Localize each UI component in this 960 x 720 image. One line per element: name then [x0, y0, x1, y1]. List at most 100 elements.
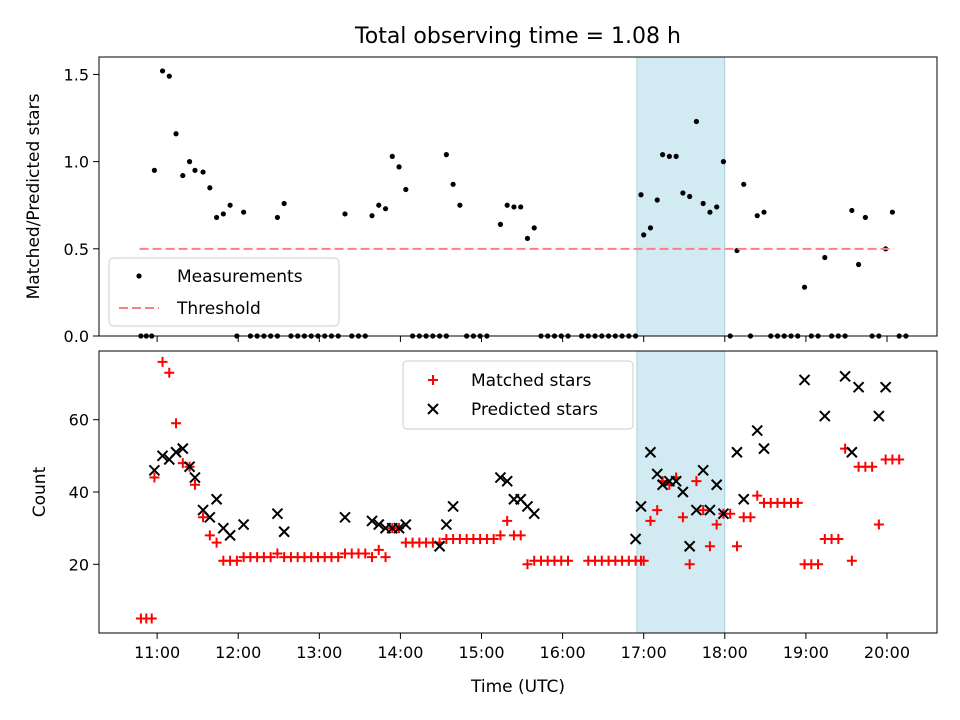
measurement-point [166, 73, 172, 79]
measurement-point [531, 225, 537, 231]
measurement-point [457, 202, 463, 208]
matched-star-point [522, 559, 533, 570]
y-tick-label: 60 [69, 411, 89, 430]
predicted-star-point [177, 442, 189, 455]
matched-star-point [638, 555, 649, 566]
legend-label-measurements: Measurements [177, 267, 303, 287]
predicted-star-point [400, 518, 412, 531]
matched-star-point [515, 530, 526, 541]
predicted-star-point [339, 511, 351, 524]
x-tick-label: 13:00 [296, 643, 342, 662]
x-axis-label: Time (UTC) [470, 677, 565, 697]
measurement-point [396, 164, 402, 170]
matched-star-point [698, 505, 709, 516]
top-panel: 0.0 0.5 1.0 1.5 Total observing time = 1.08… [24, 24, 938, 346]
x-tick-label: 12:00 [215, 643, 261, 662]
predicted-star-point [846, 446, 858, 458]
measurement-point [856, 261, 862, 268]
legend-label-matched: Matched stars [471, 371, 591, 391]
matched-star-point [833, 534, 844, 544]
measurement-point [376, 202, 382, 208]
y-tick-label: 20 [69, 555, 89, 574]
matched-star-point [198, 512, 209, 523]
measurement-point [281, 200, 287, 207]
matched-star-point [488, 534, 499, 544]
matched-star-point [189, 479, 200, 490]
predicted-star-point [677, 486, 689, 498]
measurement-point [761, 209, 767, 215]
predicted-star-point [447, 500, 459, 513]
predicted-star-point [731, 446, 743, 458]
measurement-point [707, 209, 713, 215]
measurement-point [369, 213, 375, 219]
matched-star-point [272, 548, 283, 559]
bottom-panel-ticks: 20 40 60 11:00 12:00 13:00 14:00 15:00 16:00 17:0… [69, 411, 910, 662]
predicted-star-point [156, 450, 169, 462]
predicted-star-point [879, 381, 892, 393]
matched-star-point [652, 505, 663, 516]
measurement-point [207, 185, 213, 191]
matched-star-point [563, 555, 574, 566]
matched-star-point [367, 552, 378, 563]
measurement-point [274, 214, 281, 221]
measurement-point [151, 167, 158, 173]
predicted-star-point [237, 518, 250, 531]
measurement-point [700, 200, 706, 207]
predicted-star-point [278, 526, 290, 538]
x-tick-label: 18:00 [702, 643, 748, 662]
top-legend: Measurements Threshold [108, 257, 340, 327]
measurement-point [673, 153, 679, 159]
matched-star-point [171, 418, 182, 429]
measurement-point [200, 169, 206, 175]
predicted-star-point [224, 529, 236, 542]
predicted-star-point [373, 518, 385, 531]
measurement-point [518, 204, 524, 210]
matched-star-point [204, 530, 215, 541]
matched-star-point [792, 497, 803, 508]
top-panel-ticks: 0.0 0.5 1.0 1.5 [64, 65, 888, 346]
bottom-panel-marks [135, 356, 905, 624]
matched-star-point [231, 555, 242, 566]
shaded-region [636, 56, 726, 337]
matched-star-point [745, 512, 756, 523]
x-tick-label: 11:00 [134, 643, 180, 662]
matched-star-point [265, 552, 276, 563]
predicted-star-point [683, 540, 696, 552]
predicted-star-point [651, 468, 663, 480]
measurement-point [720, 159, 727, 165]
x-tick-label: 20:00 [864, 643, 910, 662]
legend-marker-matched [428, 375, 438, 385]
measurement-point [443, 152, 449, 158]
measurement-point [822, 254, 828, 261]
matched-star-point [894, 454, 905, 465]
predicted-star-point [183, 460, 196, 473]
measurement-point [450, 181, 456, 187]
measurement-point [241, 209, 247, 215]
predicted-star-point [629, 533, 642, 545]
predicted-star-point [204, 511, 216, 524]
measurement-point [511, 204, 517, 210]
measurement-point [660, 152, 666, 158]
measurement-point [666, 153, 672, 159]
measurement-point [641, 232, 647, 238]
predicted-star-point [819, 410, 831, 422]
measurement-point [173, 131, 179, 137]
predicted-star-point [494, 471, 507, 484]
predicted-star-point [717, 507, 730, 520]
legend-label-predicted: Predicted stars [471, 400, 598, 420]
measurement-point [389, 153, 395, 159]
measurement-point [693, 118, 700, 125]
measurement-point [524, 235, 531, 241]
predicted-star-point [704, 504, 716, 516]
measurement-point [497, 221, 504, 227]
predicted-star-point [873, 410, 885, 422]
measurement-point [159, 68, 166, 74]
measurement-point [403, 186, 409, 193]
measurement-point [714, 204, 720, 210]
y-tick-label: 0.5 [64, 240, 89, 259]
matched-star-point [725, 508, 736, 519]
measurement-point [192, 167, 198, 173]
shaded-region [636, 350, 726, 634]
chart-title: Total observing time = 1.08 h [354, 24, 681, 49]
matched-star-point [645, 515, 656, 526]
